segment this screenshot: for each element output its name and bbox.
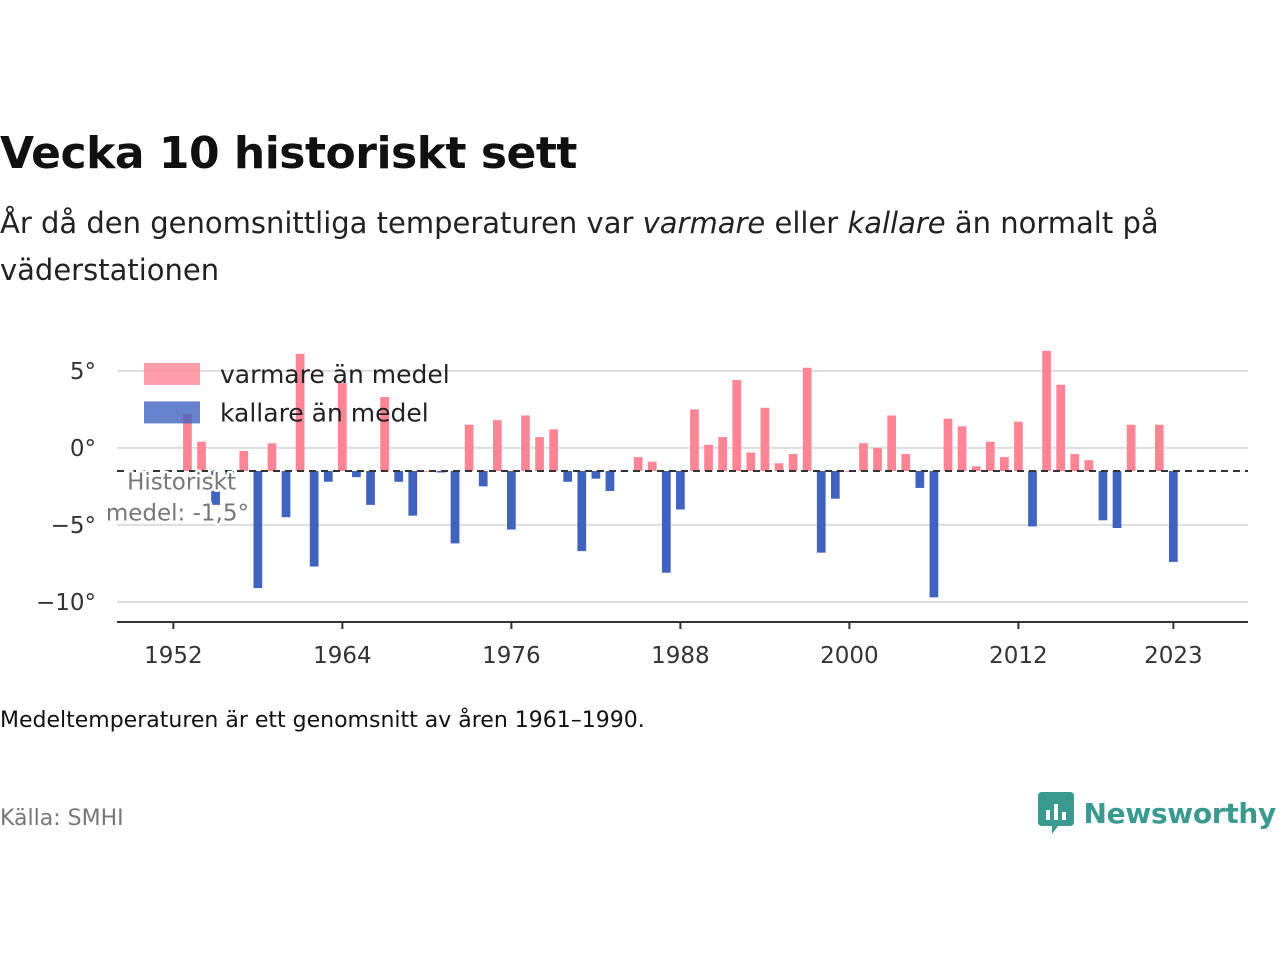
bar-cold: [830, 470, 840, 499]
bar-cold: [366, 470, 375, 505]
bar-warm: [1056, 384, 1066, 471]
bar-cold: [591, 470, 601, 479]
legend-label: kallare än medel: [220, 398, 429, 427]
bar-cold: [408, 470, 418, 516]
bar-warm: [380, 397, 389, 471]
bar-warm: [901, 454, 911, 471]
bar-warm: [647, 461, 657, 471]
bar-cold: [253, 470, 263, 589]
bar-warm: [985, 441, 995, 471]
bar-warm: [971, 466, 981, 471]
x-tick-label: 1976: [482, 643, 541, 669]
bar-warm: [521, 415, 530, 471]
bar-cold: [661, 470, 671, 573]
bar-warm: [1126, 424, 1136, 471]
bar-cold: [577, 470, 587, 552]
bar-cold: [507, 470, 516, 530]
bar-cold: [394, 470, 404, 482]
chart-title: Vecka 10 historiskt sett: [0, 128, 577, 179]
subtitle-emphasis-warm: varmare: [642, 206, 766, 240]
bar-warm: [1154, 424, 1164, 471]
bar-cold: [1168, 470, 1178, 562]
bar-warm: [788, 454, 798, 471]
bar-cold: [281, 470, 291, 518]
bar-warm: [774, 463, 784, 471]
x-tick-label: 1988: [651, 643, 710, 669]
y-tick-label: −10°: [36, 590, 96, 616]
bar-warm: [183, 413, 192, 471]
y-tick-label: 5°: [70, 359, 96, 385]
bar-warm: [1042, 350, 1051, 471]
bar-warm: [1084, 460, 1094, 471]
bar-warm: [760, 407, 770, 471]
bar-cold: [929, 470, 939, 598]
bar-cold: [816, 470, 826, 553]
x-tick-label: 2012: [989, 643, 1048, 669]
bar-warm: [1070, 454, 1080, 471]
bar-warm: [239, 450, 249, 471]
brand-name: Newsworthy: [1083, 796, 1277, 830]
source-credit: Källa: SMHI: [0, 806, 124, 831]
x-tick-label: 1964: [313, 643, 372, 669]
brand-logo: Newsworthy: [1037, 792, 1277, 834]
x-tick-label: 2023: [1144, 643, 1203, 669]
legend-label: varmare än medel: [220, 360, 450, 389]
bar-warm: [746, 452, 756, 471]
bar-cold: [450, 470, 460, 544]
subtitle-part-2: eller: [765, 206, 848, 240]
bar-chart: 5° 0° −5° −10° 1952 1964 1976 1988 2000 2012 2023 H…: [36, 350, 1248, 669]
bar-warm: [337, 383, 347, 471]
bar-cold: [563, 470, 573, 482]
bar-cold: [605, 470, 615, 492]
bar-warm: [732, 380, 742, 471]
bar-warm: [492, 420, 502, 471]
footnote: Medeltemperaturen är ett genomsnitt av å…: [0, 708, 645, 733]
bar-warm: [535, 437, 544, 471]
bar-warm: [633, 457, 643, 471]
subtitle-part-3: än normalt på väderstationen: [0, 206, 1159, 287]
historical-mean-value: medel: -1,5°: [106, 500, 249, 526]
bar-warm: [295, 353, 305, 471]
y-tick-label: −5°: [51, 513, 96, 539]
bar-cold: [915, 470, 925, 488]
bar-cold: [323, 470, 333, 482]
bar-cold: [225, 470, 235, 481]
bar-cold: [211, 470, 220, 505]
bar-warm: [1014, 421, 1023, 471]
bar-cold: [478, 470, 488, 487]
subtitle-emphasis-cold: kallare: [847, 206, 946, 240]
bar-warm: [943, 418, 953, 471]
bar-warm: [802, 367, 812, 471]
bar-warm: [464, 424, 474, 471]
bar-warm: [859, 443, 868, 471]
bar-warm: [267, 443, 277, 471]
bar-cold: [676, 470, 685, 510]
bar-warm: [873, 447, 882, 471]
subtitle-part-1: År då den genomsnittliga temperaturen va…: [0, 206, 643, 240]
bar-warm: [197, 441, 206, 471]
bar-warm: [422, 470, 432, 472]
bar-cold: [1112, 470, 1122, 528]
bar-cold: [1028, 470, 1037, 527]
bar-cold: [436, 470, 446, 473]
legend-swatch: [144, 362, 200, 385]
bar-cold: [1098, 470, 1108, 521]
bar-cold: [309, 470, 319, 567]
newsworthy-icon: [1037, 792, 1074, 834]
chart-subtitle: År då den genomsnittliga temperaturen va…: [0, 200, 1240, 294]
bar-cold: [352, 470, 361, 478]
bar-warm: [704, 444, 713, 471]
historical-mean-label: Historiskt: [127, 469, 236, 495]
bar-warm: [549, 429, 558, 471]
bar-warm: [690, 409, 699, 471]
y-tick-label: 0°: [70, 436, 96, 462]
bar-warm: [957, 426, 967, 471]
bar-warm: [887, 415, 897, 471]
bar-warm: [718, 437, 728, 471]
x-tick-label: 2000: [820, 643, 879, 669]
bar-warm: [999, 457, 1009, 471]
x-tick-label: 1952: [144, 643, 203, 669]
legend-swatch: [144, 401, 200, 424]
